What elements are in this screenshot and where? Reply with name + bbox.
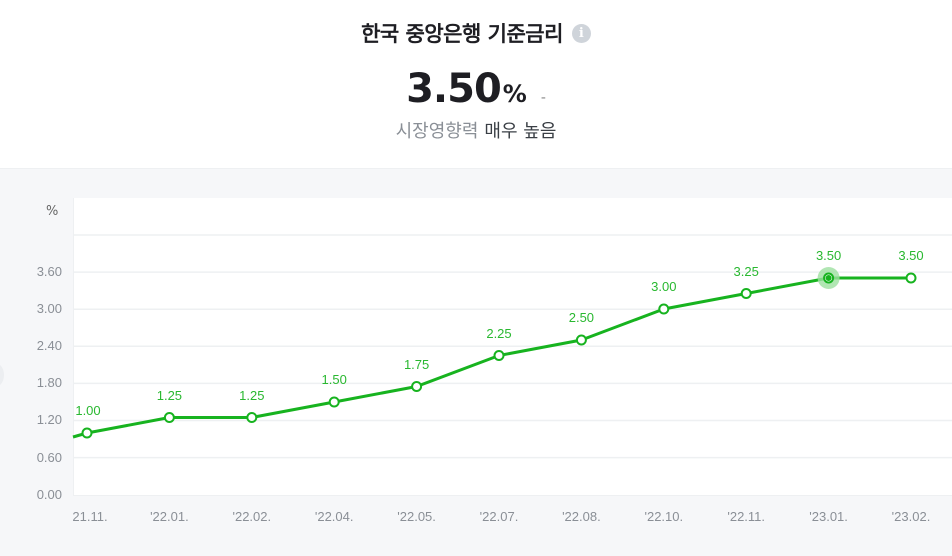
current-rate-value: 3.50 <box>406 66 502 112</box>
x-tick-label: '22.05. <box>397 509 436 524</box>
x-tick-label: '22.11. <box>727 509 766 524</box>
data-point <box>81 427 93 439</box>
series-line <box>72 276 911 439</box>
data-label: 3.00 <box>651 279 677 294</box>
data-label: 1.75 <box>403 356 430 372</box>
impact-value: 매우 높음 <box>484 121 557 142</box>
market-impact: 시장영향력 매우 높음 <box>0 117 952 143</box>
data-label: 2.50 <box>568 310 595 325</box>
data-point <box>328 396 340 408</box>
info-icon[interactable]: i <box>571 23 591 43</box>
page-title: 한국 중앙은행 기준금리 <box>361 22 563 46</box>
data-point <box>575 334 587 346</box>
y-tick-label: 0.60 <box>36 449 62 465</box>
data-label: 3.25 <box>733 263 759 279</box>
data-label: 1.00 <box>75 403 101 418</box>
x-tick-label: '22.08. <box>562 509 601 524</box>
rate-change: - <box>540 90 546 106</box>
data-label: 2.25 <box>486 325 512 341</box>
y-tick-label: 1.20 <box>36 412 62 428</box>
y-tick-label: 2.40 <box>36 338 62 354</box>
x-tick-label: '22.04. <box>314 509 354 524</box>
impact-label: 시장영향력 <box>395 121 479 142</box>
x-tick-label: '22.07. <box>479 509 519 524</box>
data-point <box>246 412 258 423</box>
data-label: 1.25 <box>239 387 265 403</box>
x-tick-label: '23.01. <box>809 509 848 524</box>
rate-unit: % <box>502 80 527 108</box>
y-tick-label: 3.60 <box>36 264 62 279</box>
y-tick-label: 1.80 <box>36 375 62 391</box>
data-point <box>163 412 175 423</box>
y-axis-unit: % <box>46 204 59 219</box>
data-point <box>740 288 752 299</box>
x-tick-label: '22.10. <box>644 509 684 524</box>
scroll-handle[interactable] <box>0 364 4 386</box>
x-tick-label: 21.11. <box>72 509 108 524</box>
data-point <box>905 272 917 284</box>
y-tick-label: 3.00 <box>36 301 62 317</box>
value-row: 3.50 % - <box>0 66 952 112</box>
data-label: 3.50 <box>898 248 924 263</box>
data-point <box>411 381 423 392</box>
x-tick-label: '22.02. <box>232 509 272 524</box>
data-label: 1.25 <box>156 387 183 403</box>
data-label: 1.50 <box>321 372 347 387</box>
x-tick-label: '23.02. <box>891 509 931 524</box>
data-point <box>658 303 670 315</box>
rate-header: 한국 중앙은행 기준금리 i 3.50 % - 시장영향력 매우 높음 <box>0 0 952 168</box>
title-row: 한국 중앙은행 기준금리 i <box>0 18 952 48</box>
data-point <box>493 350 505 361</box>
y-tick-label: 0.00 <box>36 486 62 502</box>
x-tick-label: '22.01. <box>150 509 189 524</box>
data-label: 3.50 <box>815 248 842 263</box>
